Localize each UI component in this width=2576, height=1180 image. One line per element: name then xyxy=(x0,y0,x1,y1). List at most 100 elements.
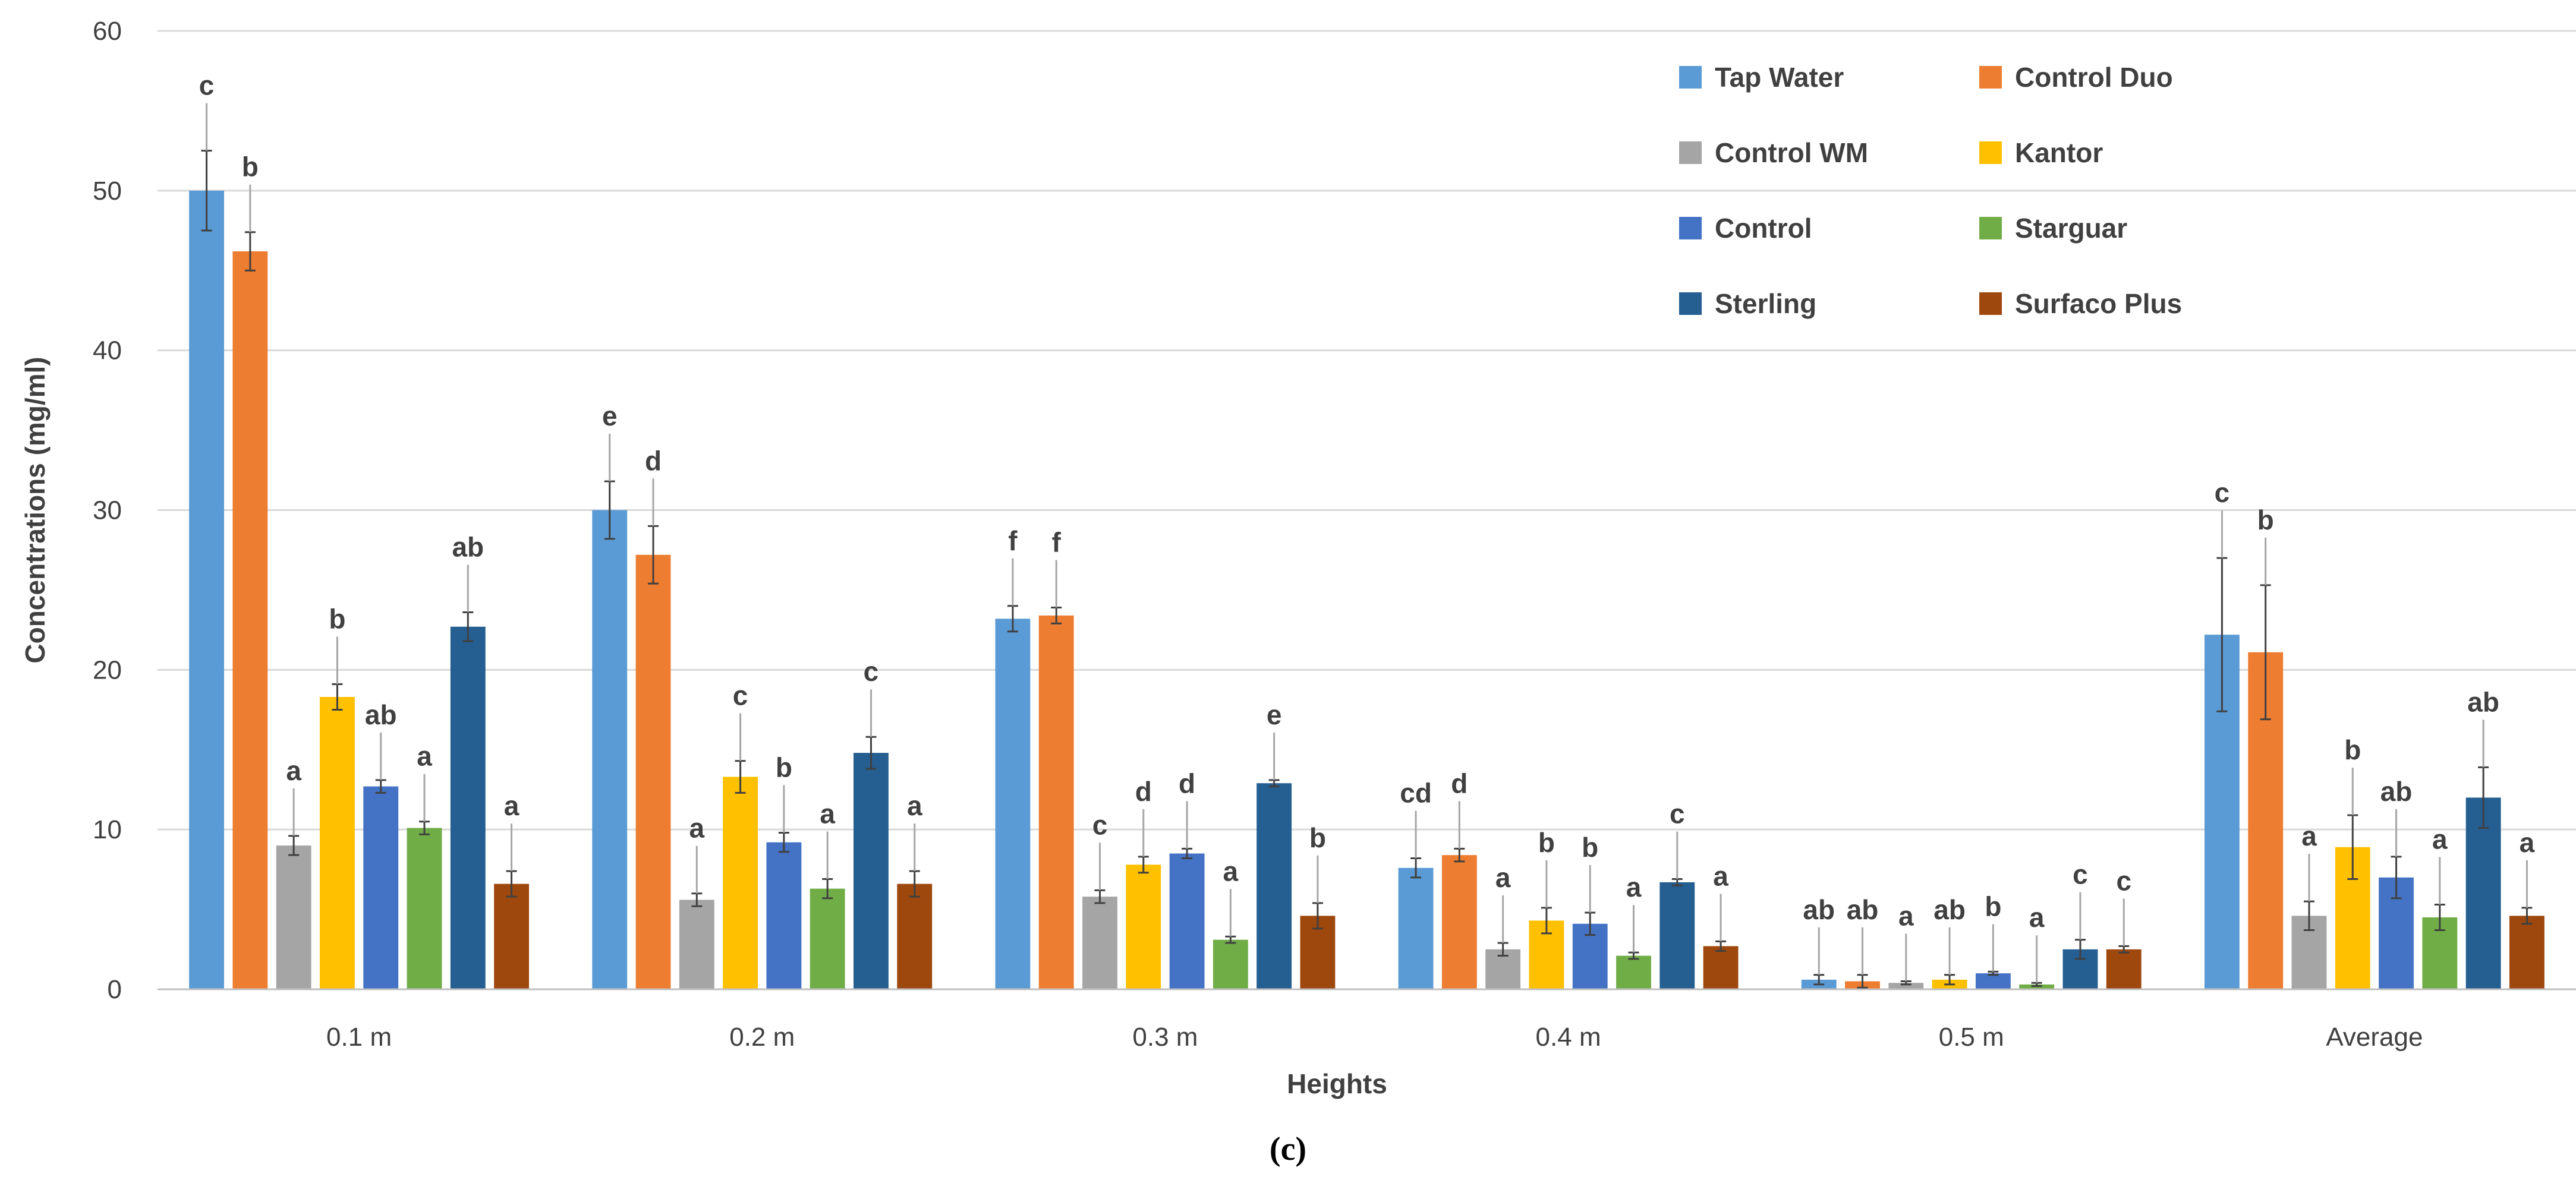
bar-control xyxy=(1975,973,2011,989)
significance-label: a xyxy=(1898,901,1914,932)
y-tick-label: 0 xyxy=(108,975,122,1004)
bar-starguar xyxy=(407,828,442,989)
significance-label: d xyxy=(1135,776,1152,807)
significance-label: a xyxy=(1223,856,1239,886)
significance-label: d xyxy=(645,445,662,476)
y-axis-tick-labels: 0 10 20 30 40 50 60 xyxy=(93,17,122,1004)
significance-label: c xyxy=(733,680,748,711)
legend-label: Control WM xyxy=(1715,137,1868,168)
bar-sterling xyxy=(450,626,486,989)
y-tick-label: 60 xyxy=(93,17,122,46)
bar-kantor xyxy=(1126,865,1161,989)
significance-label: a xyxy=(907,790,922,821)
bar-sterling xyxy=(2465,797,2501,989)
significance-label: a xyxy=(504,790,519,821)
legend-swatch xyxy=(1979,141,2002,164)
significance-label: d xyxy=(1451,768,1467,799)
bar-control-wm xyxy=(1888,983,1924,989)
figure-caption: (c) xyxy=(1270,1131,1306,1168)
bar-control-wm xyxy=(276,845,311,989)
significance-label: a xyxy=(2432,824,2448,855)
legend-swatch xyxy=(1979,292,2002,315)
x-axis-title: Heights xyxy=(1287,1068,1387,1099)
error-bars xyxy=(201,150,2533,989)
legend: Tap Water Control Duo Control WM Kantor Cont… xyxy=(1679,62,2182,319)
bar-control-wm xyxy=(679,900,714,989)
significance-label: b xyxy=(2344,734,2361,765)
significance-label: a xyxy=(2520,827,2535,858)
significance-label: a xyxy=(820,799,835,829)
significance-label: f xyxy=(1052,526,1062,557)
x-tick-label: 0.4 m xyxy=(1536,1023,1601,1052)
bar-surfaco-plus xyxy=(494,884,530,989)
significance-label: b xyxy=(1582,832,1598,863)
significance-label: ab xyxy=(2380,776,2413,807)
significance-label: c xyxy=(199,70,215,101)
legend-item-kantor: Kantor xyxy=(1979,137,2103,168)
significance-label: a xyxy=(689,813,705,844)
significance-label: e xyxy=(602,400,618,431)
y-tick-label: 40 xyxy=(93,336,122,365)
x-tick-label: 0.2 m xyxy=(729,1023,795,1052)
significance-label: a xyxy=(417,741,432,772)
bar-control-duo xyxy=(1441,855,1477,989)
significance-label: cd xyxy=(1400,778,1432,809)
bar-kantor xyxy=(723,777,758,989)
significance-label: a xyxy=(2301,821,2317,851)
legend-label: Control Duo xyxy=(2015,62,2173,93)
significance-label: a xyxy=(1495,862,1511,893)
significance-label: ab xyxy=(2467,686,2499,717)
bar-control xyxy=(363,786,399,989)
significance-label: c xyxy=(1092,809,1108,840)
significance-label: c xyxy=(2073,859,2088,890)
bar-sterling xyxy=(1256,783,1292,989)
y-tick-label: 20 xyxy=(93,655,122,684)
legend-item-starguar: Starguar xyxy=(1979,213,2127,244)
significance-label: a xyxy=(1713,860,1728,891)
significance-label: a xyxy=(286,755,301,786)
legend-item-sterling: Sterling xyxy=(1679,288,1816,319)
significance-label: c xyxy=(2116,865,2131,896)
bar-starguar xyxy=(810,888,845,989)
bar-sterling xyxy=(854,753,889,989)
x-tick-label: Average xyxy=(2326,1023,2423,1052)
significance-label: b xyxy=(1309,822,1326,853)
legend-swatch xyxy=(1979,217,2002,239)
significance-label: b xyxy=(242,152,259,182)
significance-label: b xyxy=(329,604,345,635)
legend-item-control-duo: Control Duo xyxy=(1979,62,2173,93)
x-tick-label: 0.1 m xyxy=(326,1023,392,1052)
y-tick-label: 10 xyxy=(93,815,122,844)
legend-swatch xyxy=(1679,141,1702,164)
x-tick-label: 0.5 m xyxy=(1939,1023,2004,1052)
bar-tap-water xyxy=(189,190,225,989)
legend-item-tap-water: Tap Water xyxy=(1679,62,1844,93)
bar-kantor xyxy=(320,697,355,989)
bar-surfaco-plus xyxy=(2106,949,2142,989)
significance-label: b xyxy=(1985,891,2001,922)
significance-label: c xyxy=(2215,477,2230,508)
bar-surfaco-plus xyxy=(897,884,933,989)
bar-control-duo xyxy=(232,251,268,989)
x-axis-tick-labels: 0.1 m 0.2 m 0.3 m 0.4 m 0.5 m Average xyxy=(326,1023,2423,1052)
bar-tap-water xyxy=(995,619,1031,989)
significance-label: d xyxy=(1179,768,1195,799)
significance-label: ab xyxy=(1933,894,1966,925)
significance-label: ab xyxy=(365,699,397,730)
bar-control-duo xyxy=(635,554,671,989)
bar-control-duo xyxy=(1038,615,1074,989)
gridlines xyxy=(158,30,2576,831)
bar-starguar xyxy=(1213,939,1248,989)
legend-label: Control xyxy=(1715,213,1812,244)
legend-label: Surfaco Plus xyxy=(2015,288,2182,319)
significance-label: ab xyxy=(452,532,484,563)
x-tick-label: 0.3 m xyxy=(1132,1023,1198,1052)
significance-label: c xyxy=(864,656,879,687)
y-tick-label: 30 xyxy=(93,496,122,525)
significance-label: e xyxy=(1267,699,1282,730)
legend-item-control: Control xyxy=(1679,213,1812,244)
legend-label: Sterling xyxy=(1715,288,1816,319)
bar-tap-water xyxy=(592,510,628,989)
legend-label: Tap Water xyxy=(1715,62,1844,93)
